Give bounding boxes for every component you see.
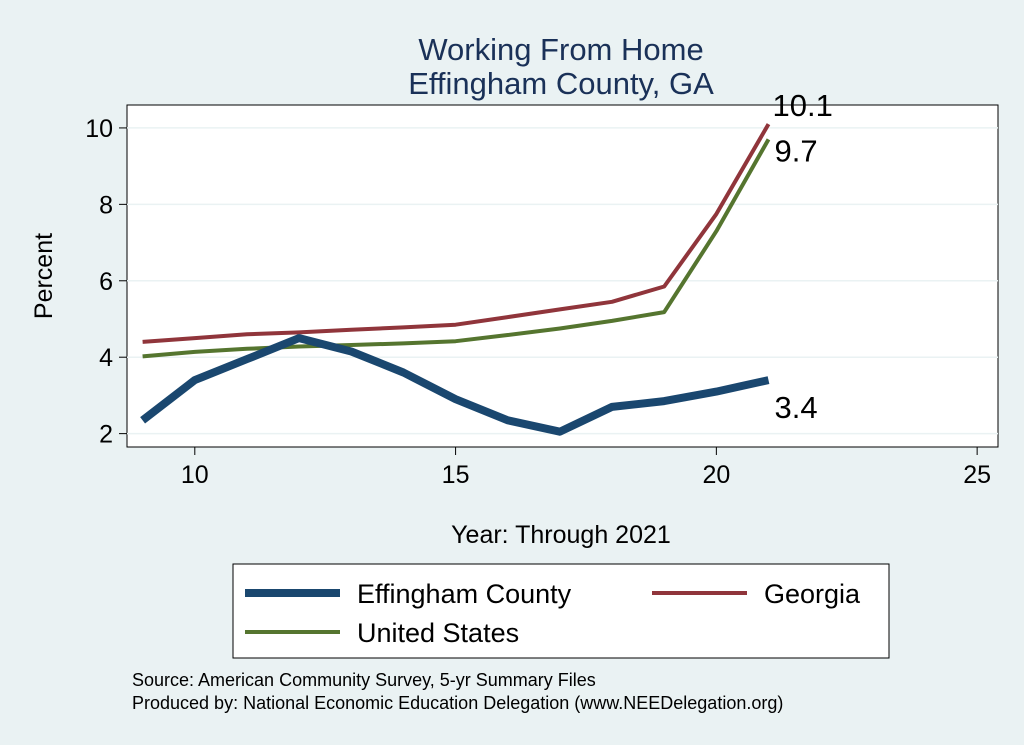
x-tick-label: 15: [442, 461, 470, 489]
series-line-united-states: [142, 138, 771, 359]
y-axis: 2 4 6 8 10: [85, 115, 127, 449]
series-line-georgia: [142, 123, 771, 344]
chart-title-line-2: Effingham County, GA: [408, 66, 714, 101]
producer-note: Produced by: National Economic Education…: [132, 693, 783, 713]
end-label-effingham-county: 3.4: [775, 390, 818, 425]
legend-label-georgia: Georgia: [764, 579, 861, 609]
y-tick-label: 2: [99, 421, 113, 449]
chart-title-line-1: Working From Home: [418, 32, 703, 67]
legend-box: [232, 563, 890, 659]
series-lines: [140, 123, 771, 436]
end-label-georgia: 10.1: [773, 88, 833, 123]
y-tick-label: 10: [85, 115, 113, 143]
y-tick-label: 4: [99, 344, 113, 372]
y-tick-label: 6: [99, 268, 113, 296]
x-tick-label: 10: [181, 461, 209, 489]
legend: Effingham County Georgia United States: [232, 563, 890, 659]
x-axis-title: Year: Through 2021: [451, 521, 671, 549]
series-line-effingham-county: [140, 334, 770, 436]
y-tick-label: 8: [99, 191, 113, 219]
x-axis: 10 15 20 25: [181, 447, 991, 489]
end-label-united-states: 9.7: [775, 133, 818, 168]
source-note: Source: American Community Survey, 5-yr …: [132, 670, 596, 690]
plot-area: [126, 104, 999, 448]
legend-label-united-states: United States: [357, 618, 519, 648]
x-tick-label: 20: [702, 461, 730, 489]
x-tick-label: 25: [963, 461, 991, 489]
end-labels: 3.4 10.1 9.7: [773, 88, 833, 425]
grid-lines: [127, 127, 998, 435]
y-axis-title: Percent: [30, 233, 58, 319]
legend-label-effingham-county: Effingham County: [357, 579, 572, 609]
